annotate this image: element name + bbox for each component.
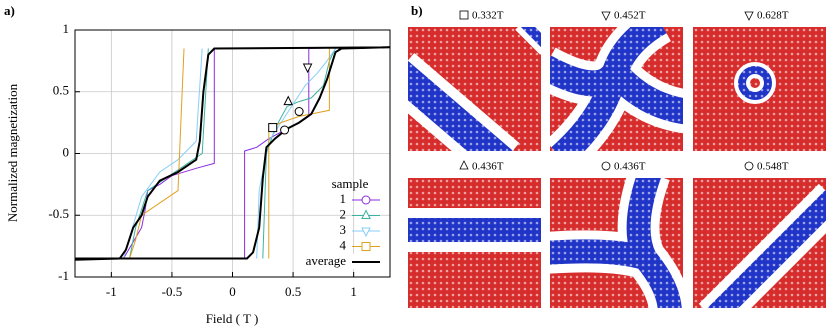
snapshot-image: [693, 27, 826, 151]
legend-title: sample: [332, 176, 369, 191]
image-label: 0.548T: [757, 161, 789, 173]
image-label: 0.332T: [472, 10, 504, 22]
legend-marker: [361, 195, 371, 205]
snapshot-image: [408, 27, 541, 151]
snapshot-image: [408, 178, 541, 308]
series-line: [74, 46, 391, 261]
legend-label: 1: [340, 191, 347, 206]
x-tick-label: 0.5: [285, 284, 301, 299]
image-marker: [601, 161, 611, 171]
x-axis-label: Field ( T ): [206, 311, 259, 326]
y-tick-label: -1: [58, 268, 69, 283]
snapshot-image: [693, 178, 826, 308]
series-line: [123, 46, 354, 259]
image-label: 0.452T: [614, 10, 646, 22]
snapshot-marker: [283, 95, 294, 106]
y-tick-label: 0.5: [53, 83, 69, 98]
image-marker: [744, 161, 754, 171]
image-marker: [601, 11, 611, 21]
image-label: 0.628T: [757, 10, 789, 22]
legend-label: 3: [340, 222, 347, 237]
snapshot-image: [550, 27, 683, 151]
legend-label: 2: [340, 206, 347, 221]
image: [408, 27, 541, 151]
image-marker: [744, 11, 754, 21]
snapshot-marker: [294, 107, 304, 117]
legend-label: average: [306, 253, 347, 268]
legend-label: 4: [340, 237, 347, 252]
legend-marker: [361, 242, 371, 251]
y-tick-label: 0: [63, 144, 70, 159]
snapshot-marker: [280, 125, 290, 135]
x-tick-label: 1: [350, 284, 357, 299]
image-marker: [459, 10, 469, 20]
legend-background: [295, 254, 389, 269]
y-axis-label: Normalized magnetization: [5, 83, 20, 222]
image-marker: [459, 160, 469, 170]
legend-marker: [361, 227, 371, 238]
y-tick-label: -0.5: [48, 206, 69, 221]
snapshot-image: [550, 178, 683, 308]
snapshot-marker: [268, 123, 278, 133]
x-tick-label: -1: [106, 284, 117, 299]
x-tick-label: -0.5: [162, 284, 183, 299]
legend-marker: [361, 209, 371, 219]
panel-label: b): [411, 3, 423, 18]
panel-label: a): [4, 3, 15, 18]
x-tick-label: 0: [229, 284, 236, 299]
y-tick-label: 1: [63, 21, 70, 36]
image-label: 0.436T: [614, 161, 646, 173]
snapshot-marker: [302, 63, 313, 74]
plot-frame: [74, 29, 391, 278]
image-label: 0.436T: [472, 161, 504, 173]
snapshot-panels: [408, 27, 826, 308]
